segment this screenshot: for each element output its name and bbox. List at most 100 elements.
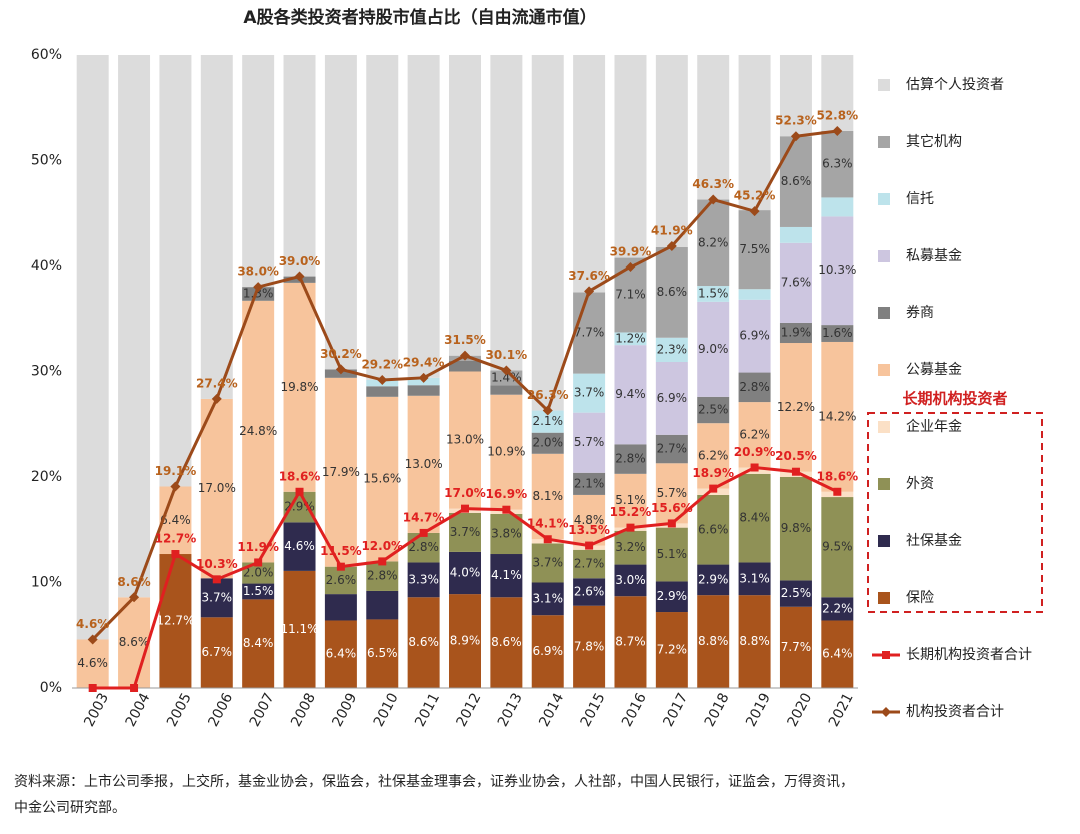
line-value-label: 20.5% (775, 449, 817, 463)
x-tick-label: 2013 (495, 691, 526, 730)
line-value-label: 52.3% (775, 114, 817, 128)
bar-segment (697, 423, 730, 489)
legend-label: 机构投资者合计 (906, 704, 1004, 720)
bar-segment (283, 55, 316, 277)
bar-segment (697, 494, 730, 565)
x-tick-label: 2010 (371, 691, 402, 730)
value-label: 5.7% (657, 486, 688, 500)
value-label: 2.8% (615, 452, 646, 466)
bar-segment (614, 444, 647, 474)
value-label: 8.6% (781, 174, 812, 188)
bar-segment (573, 412, 606, 473)
line-marker (832, 125, 843, 136)
value-label: 5.7% (574, 435, 605, 449)
line-marker (750, 463, 759, 472)
value-label: 2.1% (574, 476, 605, 490)
bar-segment (573, 472, 606, 495)
bar-segment (366, 396, 399, 562)
y-tick-label: 10% (31, 575, 62, 591)
line-marker (460, 350, 470, 361)
value-label: 5.1% (657, 547, 688, 561)
value-label: 2.1% (532, 414, 563, 428)
bar-segment (242, 599, 275, 688)
bar-segment (821, 497, 854, 598)
bar-segment (821, 216, 854, 326)
bar-segment (242, 287, 275, 301)
bar-segment (531, 543, 564, 583)
line-marker (542, 405, 553, 416)
value-label: 2.9% (698, 572, 729, 586)
legend-label: 保险 (906, 590, 934, 606)
value-label: 6.4% (160, 513, 191, 527)
value-label: 10.9% (487, 445, 525, 459)
value-label: 7.8% (574, 639, 605, 653)
value-label: 6.9% (657, 391, 688, 405)
legend-label: 长期机构投资者合计 (906, 647, 1032, 663)
bar-segment (200, 617, 233, 688)
line-marker (502, 505, 511, 514)
value-label: 7.7% (574, 325, 605, 339)
y-tick-label: 40% (31, 258, 62, 274)
value-label: 3.1% (739, 571, 770, 585)
line-value-label: 11.9% (237, 540, 279, 554)
line-value-label: 8.6% (117, 575, 150, 589)
bar-segment (614, 596, 647, 688)
value-label: 2.8% (739, 380, 770, 394)
line-marker (501, 365, 512, 376)
x-tick-label: 2018 (702, 691, 733, 730)
bar-segment (697, 564, 730, 596)
bar-segment (242, 300, 275, 563)
bar-segment (449, 594, 481, 688)
value-label: 3.1% (532, 591, 563, 605)
bar-segment (490, 394, 523, 510)
value-label: 6.6% (698, 522, 729, 536)
bar-segment (655, 337, 688, 363)
legend-label: 信托 (906, 191, 934, 207)
value-label: 2.2% (822, 601, 853, 615)
legend-swatch (878, 250, 890, 262)
legend-swatch (878, 535, 890, 547)
value-label: 2.6% (326, 573, 357, 587)
bar-segment (118, 597, 151, 688)
bar-segment (366, 386, 399, 397)
x-tick-label: 2008 (288, 691, 319, 730)
value-label: 7.5% (739, 242, 770, 256)
value-label: 2.8% (408, 540, 439, 554)
legend-marker (881, 707, 891, 717)
value-label: 6.4% (822, 647, 853, 661)
x-tick-label: 2020 (785, 691, 816, 730)
x-tick-label: 2003 (81, 691, 112, 730)
value-label: 3.7% (532, 555, 563, 569)
value-label: 8.4% (243, 636, 274, 650)
value-label: 2.8% (367, 569, 398, 583)
value-label: 1.2% (615, 331, 646, 345)
value-label: 8.7% (615, 635, 646, 649)
bar-segment (407, 532, 440, 563)
value-label: 8.6% (119, 635, 150, 649)
line-value-label: 45.2% (734, 189, 776, 203)
line-marker (336, 562, 345, 571)
bar-segment (821, 597, 854, 621)
value-label: 8.4% (739, 511, 770, 525)
line-value-label: 4.6% (76, 617, 109, 631)
bar-segment (531, 582, 564, 616)
value-label: 9.5% (822, 540, 853, 554)
bar-segment (697, 595, 730, 688)
value-label: 3.3% (408, 572, 439, 586)
bar-segment (449, 551, 481, 595)
line-value-label: 26.3% (527, 388, 569, 402)
bar-segment (449, 512, 481, 552)
bar-segment (200, 55, 233, 399)
value-label: 17.0% (198, 481, 236, 495)
value-label: 9.4% (615, 387, 646, 401)
line-marker (295, 487, 304, 496)
y-tick-label: 50% (31, 153, 62, 169)
value-label: 24.8% (239, 424, 277, 438)
value-label: 8.8% (698, 634, 729, 648)
bar-segment (821, 620, 854, 688)
value-label: 15.6% (363, 472, 401, 486)
x-tick-label: 2019 (743, 691, 774, 730)
value-label: 3.0% (615, 573, 646, 587)
bar-segment (779, 580, 812, 607)
x-tick-label: 2021 (826, 691, 857, 730)
